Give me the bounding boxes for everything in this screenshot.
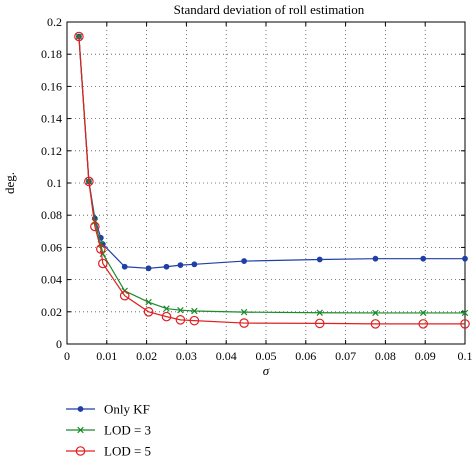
series-line — [78, 36, 465, 314]
marker-stroke — [75, 33, 83, 40]
data-point — [145, 298, 152, 306]
series-layer — [74, 31, 470, 329]
legend-item: Only KF — [66, 402, 150, 417]
marker-stroke — [145, 298, 152, 306]
marker-stroke — [372, 309, 379, 317]
data-point — [189, 315, 200, 326]
data-point — [96, 244, 106, 254]
data-point — [460, 319, 470, 329]
axis-ticks: 0 0.01 0.02 0.03 0.04 0.05 0.06 0.07 0.08 0.09 0.1… — [41, 15, 473, 363]
data-point — [143, 306, 154, 317]
marker-stroke — [191, 307, 198, 315]
data-point — [316, 256, 323, 263]
legend-item: LOD = 3 — [66, 423, 151, 438]
data-point — [163, 305, 170, 312]
marker-stroke — [163, 305, 170, 312]
data-point — [418, 319, 429, 329]
marker-stroke — [316, 309, 323, 316]
legend-label: Only KF — [104, 402, 150, 417]
legend: Only KF LOD = 3 LOD = 5 — [66, 402, 151, 457]
data-point — [84, 176, 94, 187]
y-tick-label: 0.14 — [41, 112, 62, 126]
legend-marker — [77, 426, 84, 434]
data-point — [240, 308, 248, 316]
data-point — [316, 309, 323, 316]
legend-marker — [77, 406, 84, 412]
data-point — [461, 309, 469, 317]
data-point — [191, 307, 198, 315]
y-axis-label: deg. — [2, 172, 17, 194]
marker-stroke — [91, 218, 99, 225]
x-tick-label: 0.07 — [335, 349, 356, 363]
data-point — [145, 265, 152, 272]
data-point — [161, 311, 172, 322]
marker-stroke — [240, 308, 248, 316]
series-0 — [76, 33, 468, 272]
x-tick-label: 0.03 — [176, 349, 197, 363]
y-tick-label: 0.08 — [41, 208, 62, 222]
y-tick-label: 0 — [56, 337, 62, 351]
marker-stroke — [461, 309, 469, 317]
y-tick-label: 0.06 — [41, 240, 62, 254]
series-line — [78, 36, 465, 269]
grid-lines — [67, 22, 465, 344]
x-tick-label: 0.1 — [458, 349, 473, 363]
legend-item: LOD = 5 — [66, 444, 151, 457]
legend-marker — [75, 446, 86, 456]
y-tick-label: 0.2 — [47, 15, 62, 29]
x-tick-label: 0.05 — [256, 349, 277, 363]
marker-stroke — [177, 306, 184, 314]
legend-label: LOD = 5 — [104, 444, 151, 457]
data-point — [420, 255, 427, 262]
x-tick-label: 0.04 — [216, 349, 237, 363]
data-point — [372, 309, 379, 317]
x-tick-label: 0.08 — [375, 349, 396, 363]
data-point — [241, 258, 248, 264]
series-line — [78, 36, 465, 325]
x-tick-label: 0.06 — [295, 349, 316, 363]
y-tick-label: 0.1 — [47, 176, 62, 190]
legend-label: LOD = 3 — [104, 423, 151, 438]
data-point — [239, 318, 249, 328]
marker-stroke — [97, 240, 105, 248]
data-point — [121, 263, 128, 270]
data-point — [372, 255, 379, 262]
data-point — [75, 33, 83, 40]
marker-stroke — [99, 250, 107, 258]
series-2 — [74, 31, 470, 329]
y-tick-label: 0.02 — [41, 305, 62, 319]
y-tick-label: 0.12 — [41, 144, 62, 158]
data-point — [419, 309, 427, 317]
x-tick-label: 0.02 — [136, 349, 157, 363]
data-point — [177, 262, 184, 269]
data-point — [462, 255, 468, 262]
data-point — [177, 306, 184, 314]
data-point — [314, 318, 325, 329]
series-1 — [75, 33, 469, 317]
data-point — [370, 319, 381, 329]
marker-stroke — [419, 309, 427, 317]
data-point — [98, 258, 108, 269]
data-point — [90, 221, 100, 232]
data-point — [91, 218, 99, 225]
data-point — [191, 261, 198, 268]
marker-stroke — [77, 426, 84, 434]
y-tick-label: 0.18 — [41, 47, 62, 61]
data-point — [163, 263, 170, 270]
x-tick-label: 0.01 — [96, 349, 117, 363]
data-point — [119, 290, 130, 301]
y-tick-label: 0.16 — [41, 79, 62, 93]
data-point — [175, 315, 186, 325]
x-axis-label: σ — [263, 363, 270, 378]
x-tick-label: 0 — [64, 349, 70, 363]
data-point — [74, 31, 84, 42]
x-tick-label: 0.09 — [415, 349, 436, 363]
y-tick-label: 0.04 — [41, 273, 62, 287]
chart-title: Standard deviation of roll estimation — [174, 2, 365, 17]
